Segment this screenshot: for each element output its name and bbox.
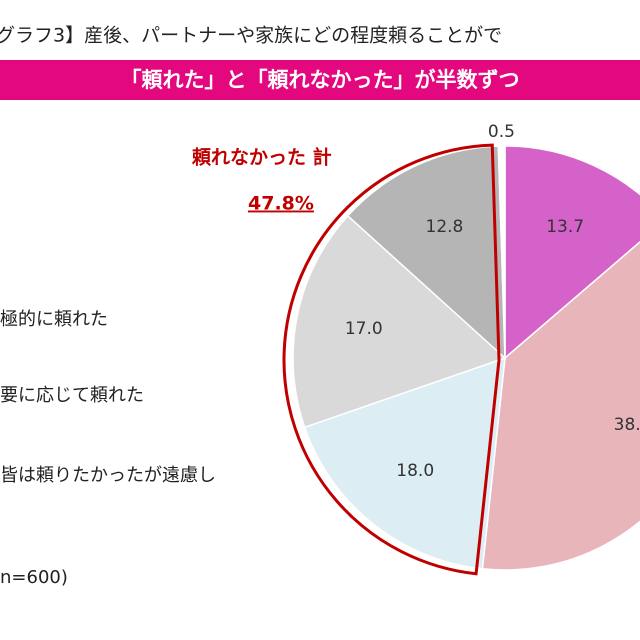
group-outline — [282, 143, 501, 576]
data-label: 17.0 — [345, 319, 383, 339]
data-label: 38.0 — [614, 415, 640, 435]
annotation: 47.8% — [248, 193, 314, 215]
pie-slice — [504, 145, 640, 360]
data-label: 12.8 — [426, 217, 464, 237]
data-label: 18.0 — [396, 461, 434, 481]
chart-title: グラフ3】産後、パートナーや家族にどの程度頼ることがで — [0, 25, 502, 47]
chart-subtitle: 「頼れた」と「頼れなかった」が半数ずつ — [121, 68, 520, 92]
data-label: 0.5 — [488, 122, 515, 142]
pie-slice — [481, 240, 640, 571]
legend-fragment: n=600) — [0, 567, 68, 588]
annotation: 頼れなかった 計 — [192, 146, 332, 169]
legend-fragment: 皆は頼りたかったが遠慮し — [0, 465, 216, 486]
pie-slice — [346, 145, 506, 360]
data-label: 13.7 — [546, 217, 584, 237]
pie-slice — [497, 145, 506, 359]
legend-fragment: 要に応じて頼れた — [0, 385, 144, 406]
banner — [0, 60, 640, 100]
pie-slice — [292, 214, 507, 429]
legend-fragment: 極的に頼れた — [0, 309, 108, 330]
